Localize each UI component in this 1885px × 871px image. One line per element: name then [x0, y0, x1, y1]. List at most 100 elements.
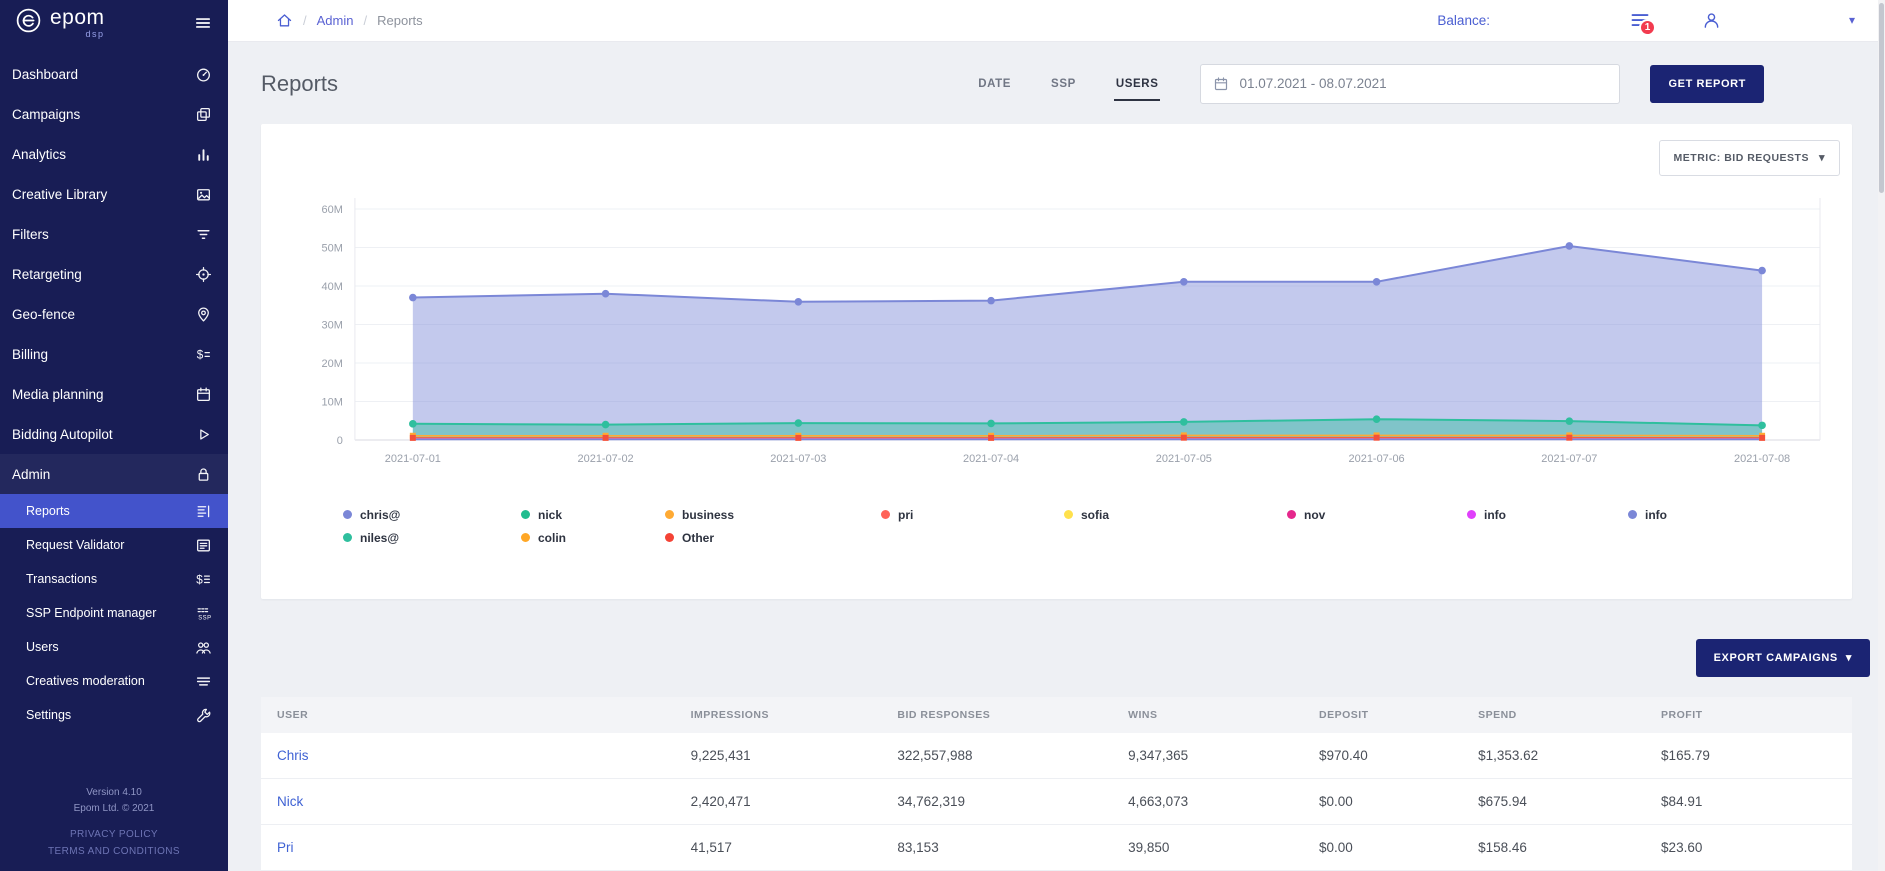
validator-icon	[195, 537, 212, 554]
svg-text:$: $	[196, 573, 203, 586]
legend-item-chris[interactable]: chris@	[343, 508, 521, 522]
cell-impressions: 2,420,471	[690, 778, 898, 825]
copyright-label: Epom Ltd. © 2021	[73, 802, 155, 814]
user-account-icon[interactable]	[1702, 11, 1721, 30]
cell-wins: 9,347,365	[1128, 732, 1319, 779]
page-scrollbar[interactable]	[1878, 0, 1885, 871]
legend-item-info[interactable]: info	[1467, 508, 1628, 522]
cell-bid_responses: 83,153	[897, 824, 1129, 871]
moderation-icon	[195, 673, 212, 690]
legend-item-business[interactable]: business	[665, 508, 881, 522]
sidebar-item-request-validator[interactable]: Request Validator	[0, 528, 228, 562]
user-link[interactable]: Chris	[277, 747, 309, 763]
svg-text:2021-07-08: 2021-07-08	[1734, 452, 1790, 464]
svg-text:2021-07-07: 2021-07-07	[1541, 452, 1597, 464]
column-header-impressions: IMPRESSIONS	[690, 696, 898, 733]
sidebar-item-settings[interactable]: Settings	[0, 698, 228, 732]
sidebar-item-media-planning[interactable]: Media planning	[0, 374, 228, 414]
reports-chart[interactable]: 0 10M 20M 30M 40M 50M 60M 2021-07-01 2021-07-02 2…	[285, 178, 1828, 498]
report-tabs: DATE SSP USERS	[976, 67, 1161, 101]
breadcrumb-separator: /	[363, 12, 368, 28]
sidebar-item-billing[interactable]: Billing $	[0, 334, 228, 374]
cell-deposit: $0.00	[1319, 824, 1479, 871]
cell-impressions: 41,517	[690, 824, 898, 871]
users-icon	[195, 639, 212, 656]
legend-item-other[interactable]: Other	[665, 531, 881, 545]
sidebar-item-dashboard[interactable]: Dashboard	[0, 54, 228, 94]
legend-item-nick[interactable]: nick	[521, 508, 665, 522]
legend-item-info[interactable]: info	[1628, 508, 1828, 522]
legend-item-sofia[interactable]: sofia	[1064, 508, 1287, 522]
cell-bid_responses: 34,762,319	[897, 778, 1129, 825]
user-cell: Chris	[261, 732, 691, 779]
legend-item-colin[interactable]: colin	[521, 531, 665, 545]
cell-spend: $158.46	[1478, 824, 1662, 871]
table-row: Pri 41,517 83,153 39,850 $0.00 $158.46 $23.60	[261, 824, 1852, 871]
sidebar-item-admin[interactable]: Admin	[0, 454, 228, 494]
legend-item-niles[interactable]: niles@	[343, 531, 521, 545]
scrollbar-thumb[interactable]	[1879, 3, 1884, 193]
sidebar-item-filters[interactable]: Filters	[0, 214, 228, 254]
sidebar-item-creatives-moderation[interactable]: Creatives moderation	[0, 664, 228, 698]
tab-ssp[interactable]: SSP	[1051, 77, 1076, 90]
epom-logo[interactable]: epom dsp	[15, 7, 105, 39]
terms-link[interactable]: TERMS AND CONDITIONS	[48, 846, 180, 857]
home-icon[interactable]	[276, 12, 293, 29]
sidebar-item-geo-fence[interactable]: Geo-fence	[0, 294, 228, 334]
cell-bid_responses: 322,557,988	[897, 732, 1129, 779]
dollar-lines-icon: $	[195, 346, 212, 363]
sidebar-item-users[interactable]: Users	[0, 630, 228, 664]
tab-users[interactable]: USERS	[1113, 67, 1161, 101]
cell-impressions: 9,225,431	[690, 732, 898, 779]
export-campaigns-button[interactable]: EXPORT CAMPAIGNS ▾	[1695, 638, 1870, 677]
cell-profit: $84.91	[1661, 778, 1852, 825]
filter-icon	[195, 226, 212, 243]
calendar-icon	[1213, 76, 1229, 92]
privacy-policy-link[interactable]: PRIVACY POLICY	[69, 829, 159, 840]
svg-text:50M: 50M	[322, 242, 343, 254]
breadcrumb-admin[interactable]: Admin	[316, 12, 354, 28]
sidebar-item-retargeting[interactable]: Retargeting	[0, 254, 228, 294]
svg-text:30M: 30M	[322, 319, 343, 331]
user-cell: Nick	[261, 778, 691, 825]
table-row: Chris 9,225,431 322,557,988 9,347,365 $970.4…	[261, 732, 1852, 779]
metric-dropdown[interactable]: METRIC: BID REQUESTS ▾	[1658, 139, 1840, 176]
cell-wins: 4,663,073	[1128, 778, 1319, 825]
user-link[interactable]: Nick	[277, 794, 304, 809]
chart-legend: chris@ nick business pri sofia nov info …	[285, 508, 1828, 545]
image-icon	[195, 186, 212, 203]
breadcrumb-separator: /	[303, 12, 307, 28]
svg-text:40M: 40M	[322, 280, 343, 292]
legend-item-pri[interactable]: pri	[881, 508, 1064, 522]
svg-text:2021-07-05: 2021-07-05	[1156, 452, 1212, 464]
sidebar-item-campaigns[interactable]: Campaigns	[0, 94, 228, 134]
users-report-table: USER IMPRESSIONS BID RESPONSES WINS DEPOSIT S…	[261, 696, 1852, 871]
cell-profit: $165.79	[1661, 732, 1852, 779]
sidebar-item-creative-library[interactable]: Creative Library	[0, 174, 228, 214]
sidebar-item-analytics[interactable]: Analytics	[0, 134, 228, 174]
sidebar-item-reports[interactable]: Reports	[0, 494, 228, 528]
legend-color-dot	[665, 510, 674, 519]
calendar-icon	[195, 386, 212, 403]
sidebar-item-ssp-endpoint-manager[interactable]: SSP Endpoint manager SSP	[26, 606, 212, 621]
copy-icon	[195, 106, 212, 123]
logo-name: epom	[50, 6, 105, 29]
date-range-picker[interactable]: 01.07.2021 - 08.07.2021	[1200, 63, 1621, 104]
billing-summary-icon[interactable]: 1	[1630, 10, 1656, 37]
menu-toggle-icon[interactable]	[194, 14, 212, 32]
user-link[interactable]: Pri	[277, 840, 294, 855]
svg-text:60M: 60M	[322, 203, 343, 215]
lock-icon	[195, 466, 212, 483]
breadcrumb: / Admin / Reports	[276, 12, 423, 29]
sidebar-item-bidding-autopilot[interactable]: Bidding Autopilot	[0, 414, 228, 454]
get-report-button[interactable]: GET REPORT	[1650, 64, 1764, 103]
logo-sub: dsp	[85, 29, 105, 39]
topbar-right: Balance: 1 ▾	[1437, 10, 1855, 37]
column-header-deposit: DEPOSIT	[1319, 696, 1479, 733]
sidebar-item-transactions[interactable]: Transactions $	[0, 562, 228, 596]
account-caret-down-icon[interactable]: ▾	[1848, 13, 1855, 28]
notification-badge: 1	[1638, 19, 1656, 37]
tab-date[interactable]: DATE	[978, 77, 1012, 90]
legend-item-nov[interactable]: nov	[1287, 508, 1467, 522]
column-header-user: USER	[261, 696, 691, 733]
